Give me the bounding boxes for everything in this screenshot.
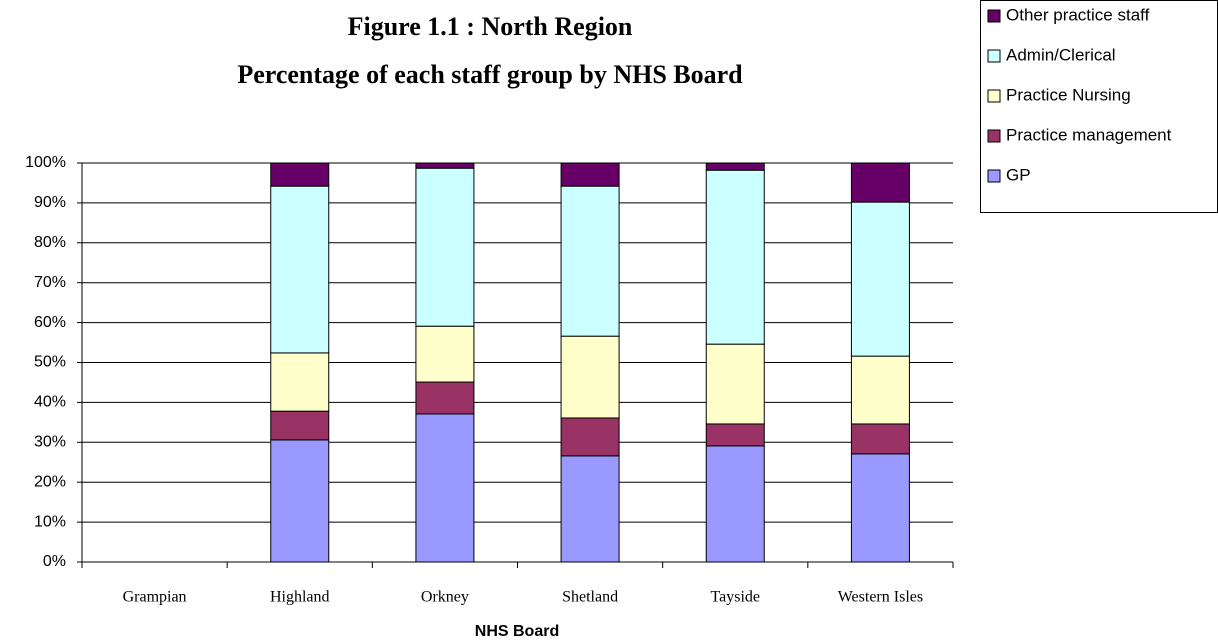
bar-segment [270,410,330,441]
x-tick-label: Western Isles [838,589,923,606]
bar-segment [850,201,910,357]
chart-subtitle: Percentage of each staff group by NHS Bo… [237,60,743,89]
y-tick-label: 90% [34,194,66,211]
x-tick-label: Grampian [123,589,187,606]
bar-segment [705,445,765,563]
bar-segment [415,413,475,563]
bar-segment [415,325,475,383]
legend-swatch [987,9,1001,23]
x-tick-label: Shetland [562,589,618,606]
bar-segment [705,169,765,345]
y-tick-label: 10% [34,513,66,530]
x-tick-label: Orkney [421,589,469,606]
bar-segment [270,439,330,563]
bar-segment [705,343,765,425]
y-tick-label: 80% [34,234,66,251]
chart-title: Figure 1.1 : North Region [348,12,633,41]
y-tick-label: 100% [25,154,66,171]
y-tick-label: 40% [34,394,66,411]
bar-segment [850,423,910,455]
bar-segment [850,453,910,563]
legend-box [980,0,1218,213]
legend-swatch [987,89,1001,103]
bar-segment [705,423,765,447]
bar-segment [560,162,620,187]
y-tick-label: 50% [34,354,66,371]
bar-segment [560,417,620,457]
y-tick-label: 0% [43,553,66,570]
y-tick-label: 60% [34,314,66,331]
bar-segment [560,335,620,419]
y-tick-label: 20% [34,473,66,490]
x-tick-label: Highland [270,589,330,606]
y-tick-label: 30% [34,434,66,451]
bar-segment [415,381,475,415]
x-tick-label: Tayside [710,589,760,606]
bar-segment [270,185,330,354]
bar-segment [415,167,475,327]
bar-segment [850,355,910,425]
legend-swatch [987,49,1001,63]
bar-segment [270,162,330,187]
legend-label: GP [1006,165,1031,184]
legend-label: Other practice staff [1006,5,1150,24]
bar-segment [415,162,475,169]
y-tick-label: 70% [34,274,66,291]
bar-segment [560,455,620,563]
bar-segment [560,185,620,337]
legend-label: Admin/Clerical [1006,45,1116,64]
bar-segment [705,162,765,171]
bar-segment [270,352,330,412]
legend-label: Practice management [1006,125,1172,144]
legend-swatch [987,169,1001,183]
bar-segment [850,162,910,203]
legend-swatch [987,129,1001,143]
x-axis-title: NHS Board [475,623,559,640]
legend-label: Practice Nursing [1006,85,1131,104]
